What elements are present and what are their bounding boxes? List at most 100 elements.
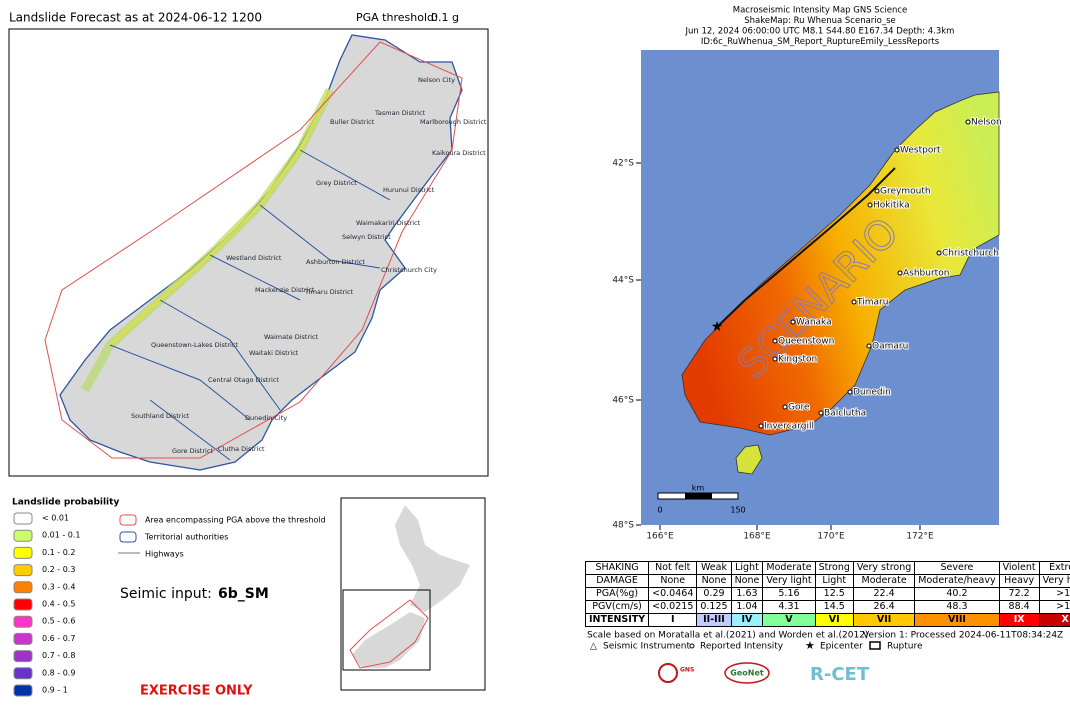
lat-label: 46°S (612, 396, 634, 406)
intensity-table: SHAKING Not felt Weak Light Moderate Strong Ve… (584, 561, 1070, 627)
table-cell: Moderate/heavy (914, 574, 1000, 588)
north-island (395, 505, 470, 612)
district-label: Selwyn District (342, 233, 391, 241)
legend-label: 0.6 - 0.7 (42, 634, 75, 643)
district-label: Ashburton District (306, 258, 365, 266)
table-cell: Extreme (1038, 561, 1070, 575)
table-row: PGA(%g) <0.0464 0.29 1.63 5.16 12.5 22.4 40.2 72… (584, 587, 1070, 601)
landslide-band (108, 89, 332, 347)
district-label: Southland District (131, 412, 190, 420)
table-cell: Light (814, 574, 854, 588)
table-cell: VI (814, 613, 854, 627)
symbol-icon: ★ (805, 639, 815, 652)
left-title: Landslide Forecast as at 2024-06-12 1200 (9, 11, 262, 25)
town-marker (866, 343, 872, 349)
table-cell: Very light (762, 574, 816, 588)
town-marker (867, 202, 873, 208)
town-marker (782, 404, 788, 410)
district-label: Waimakariri District (356, 219, 421, 227)
footer-right: Version 1: Processed 2024-06-11T08:34:24… (863, 631, 1063, 641)
symbol-label: Seismic Instrument (603, 642, 691, 652)
district-label: Dunedin City (245, 414, 287, 422)
symbol-icon (689, 643, 695, 649)
table-cell: 14.5 (814, 600, 854, 614)
town-label: Nelson (971, 118, 1002, 128)
table-cell: Heavy (998, 574, 1040, 588)
map-axes: 42°S 44°S 46°S 48°S 166°E 168°E 170°E 172°E (612, 159, 934, 542)
table-cell: VII (852, 613, 916, 627)
scale-unit: km (692, 484, 705, 493)
town-marker (894, 147, 900, 153)
legend-label: 0.8 - 0.9 (42, 668, 75, 677)
legend-swatch (13, 581, 33, 594)
lon-label: 168°E (743, 532, 771, 542)
table-cell: 0.125 (696, 600, 732, 614)
table-cell: Light (730, 561, 764, 575)
legend-label: 0.4 - 0.5 (42, 600, 75, 609)
table-cell: 40.2 (914, 587, 1000, 601)
ta-swatch (119, 531, 137, 543)
legend-title: Landslide probability (12, 498, 119, 508)
legend-swatch (13, 650, 33, 663)
town-marker (965, 119, 971, 125)
table-cell: VIII (914, 613, 1000, 627)
pga-area (44, 41, 463, 459)
district-label: Buller District (330, 118, 375, 126)
table-row: DAMAGE None None None Very light Light Moderat… (584, 574, 1070, 588)
legend-label: 0.01 - 0.1 (42, 531, 81, 540)
district-label: Christchurch City (381, 266, 437, 274)
legend-label: 0.1 - 0.2 (42, 548, 75, 557)
stewart-island (735, 444, 763, 475)
table-cell: 26.4 (852, 600, 916, 614)
district-label: Waitaki District (249, 349, 299, 357)
town-marker (847, 389, 853, 395)
town-label: Greymouth (880, 187, 931, 197)
legend-swatch (13, 512, 33, 525)
table-cell: Strong (814, 561, 854, 575)
table-cell: INTENSITY (584, 613, 650, 627)
title-line: Macroseismic Intensity Map GNS Science (733, 6, 908, 16)
table-row: PGV(cm/s) <0.0215 0.125 1.04 4.31 14.5 26.4 48.… (584, 600, 1070, 614)
town-label: Wanaka (796, 318, 832, 328)
legend-label: 0.7 - 0.8 (42, 651, 75, 660)
table-cell: 1.63 (730, 587, 764, 601)
legend: < 0.01 0.01 - 0.1 0.1 - 0.2 0.2 - 0.3 0.3 - … (13, 512, 81, 697)
district-label: Nelson City (418, 76, 455, 84)
table-cell: V (762, 613, 816, 627)
table-cell: 5.16 (762, 587, 816, 601)
table-cell: 12.5 (814, 587, 854, 601)
lon-label: 170°E (817, 532, 845, 542)
table-cell: X+ (1038, 613, 1070, 627)
logo-mark (658, 663, 678, 683)
logo: GeoNet (730, 669, 764, 678)
table-cell: DAMAGE (584, 574, 650, 588)
logo-mark (724, 662, 770, 684)
legend-swatch (13, 546, 33, 559)
town-label: Gore (788, 403, 810, 413)
district-label: Clutha District (218, 445, 265, 453)
symbol-label: Rupture (887, 642, 923, 652)
lon-label: 166°E (646, 532, 674, 542)
title-line: Jun 12, 2024 06:00:00 UTC M8.1 S44.80 E1… (685, 27, 955, 37)
district-label: Kaikoura District (432, 149, 486, 157)
town-label: Oamaru (872, 342, 908, 352)
town-label: Christchurch (942, 249, 999, 259)
table-cell: 0.29 (696, 587, 732, 601)
symbol-icon: △ (590, 642, 597, 652)
table-cell: >129 (1038, 587, 1070, 601)
district-label: Mackenzie District (255, 286, 315, 294)
district-label: Westland District (226, 254, 282, 262)
town-label: Ashburton (903, 269, 949, 279)
legend-swatch (13, 667, 33, 680)
seismic-value: 6b_SM (218, 586, 269, 602)
right-title: Macroseismic Intensity Map GNS ScienceSh… (685, 6, 955, 48)
pga-value: 0.1 g (431, 11, 459, 24)
title-line: ShakeMap: Ru Whenua Scenario_se (744, 16, 896, 26)
logo: R-CET (810, 664, 870, 685)
table-cell: 48.3 (914, 600, 1000, 614)
town-label: Westport (900, 146, 941, 156)
table-cell: I (648, 613, 698, 627)
table-cell: None (648, 574, 698, 588)
